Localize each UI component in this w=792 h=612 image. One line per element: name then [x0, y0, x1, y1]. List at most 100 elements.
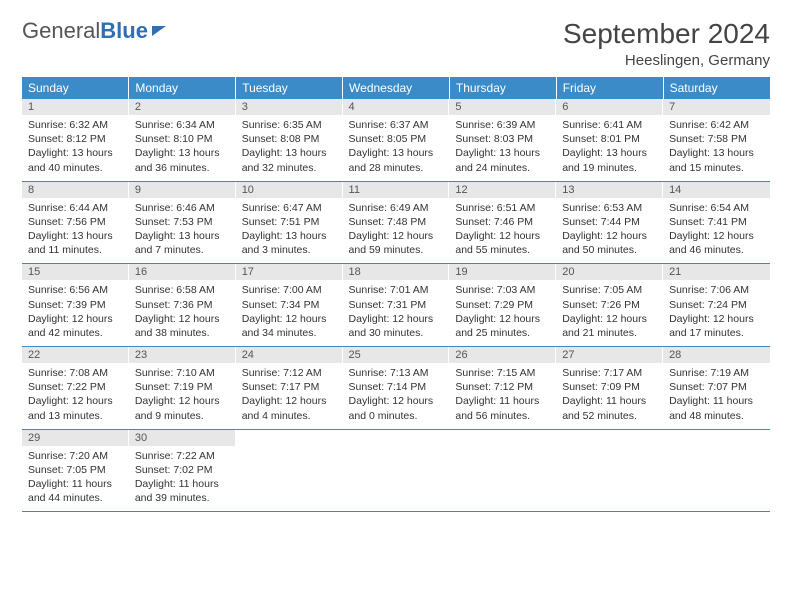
sunrise-text: Sunrise: 7:17 AM — [562, 366, 657, 380]
daylight-text: Daylight: 13 hours and 24 minutes. — [455, 146, 550, 174]
daylight-text: Daylight: 11 hours and 56 minutes. — [455, 394, 550, 422]
day-cell: 19Sunrise: 7:03 AMSunset: 7:29 PMDayligh… — [449, 264, 556, 347]
day-cell: 14Sunrise: 6:54 AMSunset: 7:41 PMDayligh… — [663, 181, 770, 264]
day-body: Sunrise: 7:12 AMSunset: 7:17 PMDaylight:… — [236, 363, 343, 429]
day-cell — [449, 429, 556, 512]
day-cell — [556, 429, 663, 512]
sunrise-text: Sunrise: 7:06 AM — [669, 283, 764, 297]
sunset-text: Sunset: 7:22 PM — [28, 380, 123, 394]
day-cell: 29Sunrise: 7:20 AMSunset: 7:05 PMDayligh… — [22, 429, 129, 512]
sunset-text: Sunset: 7:26 PM — [562, 298, 657, 312]
day-body: Sunrise: 7:10 AMSunset: 7:19 PMDaylight:… — [129, 363, 236, 429]
day-number: 8 — [22, 182, 129, 198]
daylight-text: Daylight: 13 hours and 32 minutes. — [242, 146, 337, 174]
day-number: 24 — [236, 347, 343, 363]
sunrise-text: Sunrise: 7:05 AM — [562, 283, 657, 297]
daylight-text: Daylight: 11 hours and 52 minutes. — [562, 394, 657, 422]
logo-text-blue: Blue — [100, 18, 148, 44]
day-number: 19 — [449, 264, 556, 280]
day-header-cell: Thursday — [449, 77, 556, 99]
week-row: 1Sunrise: 6:32 AMSunset: 8:12 PMDaylight… — [22, 99, 770, 181]
sunset-text: Sunset: 7:19 PM — [135, 380, 230, 394]
daylight-text: Daylight: 12 hours and 0 minutes. — [349, 394, 444, 422]
day-body: Sunrise: 7:13 AMSunset: 7:14 PMDaylight:… — [343, 363, 450, 429]
day-body: Sunrise: 6:58 AMSunset: 7:36 PMDaylight:… — [129, 280, 236, 346]
day-number: 2 — [129, 99, 236, 115]
day-header-cell: Tuesday — [236, 77, 343, 99]
day-number: 18 — [343, 264, 450, 280]
day-header-cell: Wednesday — [343, 77, 450, 99]
day-number: 12 — [449, 182, 556, 198]
month-title: September 2024 — [563, 18, 770, 50]
daylight-text: Daylight: 13 hours and 36 minutes. — [135, 146, 230, 174]
day-header-cell: Sunday — [22, 77, 129, 99]
sunset-text: Sunset: 8:12 PM — [28, 132, 123, 146]
sunrise-text: Sunrise: 7:13 AM — [349, 366, 444, 380]
day-header-row: SundayMondayTuesdayWednesdayThursdayFrid… — [22, 77, 770, 99]
day-cell: 22Sunrise: 7:08 AMSunset: 7:22 PMDayligh… — [22, 347, 129, 430]
day-cell: 6Sunrise: 6:41 AMSunset: 8:01 PMDaylight… — [556, 99, 663, 181]
day-cell: 3Sunrise: 6:35 AMSunset: 8:08 PMDaylight… — [236, 99, 343, 181]
day-header-cell: Friday — [556, 77, 663, 99]
day-number: 10 — [236, 182, 343, 198]
daylight-text: Daylight: 13 hours and 15 minutes. — [669, 146, 764, 174]
day-cell: 2 Sunrise: 6:34 AMSunset: 8:10 PMDaylight… — [129, 99, 236, 181]
day-number: 17 — [236, 264, 343, 280]
day-body: Sunrise: 7:01 AMSunset: 7:31 PMDaylight:… — [343, 280, 450, 346]
location-text: Heeslingen, Germany — [563, 52, 770, 69]
day-number: 13 — [556, 182, 663, 198]
day-body: Sunrise: 7:08 AMSunset: 7:22 PMDaylight:… — [22, 363, 129, 429]
title-block: September 2024 Heeslingen, Germany — [563, 18, 770, 69]
daylight-text: Daylight: 12 hours and 4 minutes. — [242, 394, 337, 422]
day-body: Sunrise: 6:37 AMSunset: 8:05 PMDaylight:… — [343, 115, 450, 181]
sunrise-text: Sunrise: 6:49 AM — [349, 201, 444, 215]
day-number: 20 — [556, 264, 663, 280]
sunrise-text: Sunrise: 7:03 AM — [455, 283, 550, 297]
day-body: Sunrise: 6:39 AMSunset: 8:03 PMDaylight:… — [449, 115, 556, 181]
daylight-text: Daylight: 13 hours and 28 minutes. — [349, 146, 444, 174]
day-number: 22 — [22, 347, 129, 363]
sunrise-text: Sunrise: 6:34 AM — [135, 118, 230, 132]
arrow-icon — [152, 26, 166, 36]
sunset-text: Sunset: 7:02 PM — [135, 463, 230, 477]
day-number: 3 — [236, 99, 343, 115]
day-number: 7 — [663, 99, 770, 115]
sunrise-text: Sunrise: 6:46 AM — [135, 201, 230, 215]
day-cell — [663, 429, 770, 512]
day-cell: 8Sunrise: 6:44 AMSunset: 7:56 PMDaylight… — [22, 181, 129, 264]
sunrise-text: Sunrise: 6:51 AM — [455, 201, 550, 215]
sunrise-text: Sunrise: 7:08 AM — [28, 366, 123, 380]
day-number: 29 — [22, 430, 129, 446]
day-number: 11 — [343, 182, 450, 198]
sunset-text: Sunset: 7:34 PM — [242, 298, 337, 312]
day-cell: 26Sunrise: 7:15 AMSunset: 7:12 PMDayligh… — [449, 347, 556, 430]
daylight-text: Daylight: 13 hours and 7 minutes. — [135, 229, 230, 257]
sunset-text: Sunset: 8:01 PM — [562, 132, 657, 146]
day-header-cell: Monday — [129, 77, 236, 99]
day-cell: 20Sunrise: 7:05 AMSunset: 7:26 PMDayligh… — [556, 264, 663, 347]
day-body: Sunrise: 6:49 AMSunset: 7:48 PMDaylight:… — [343, 198, 450, 264]
sunrise-text: Sunrise: 6:53 AM — [562, 201, 657, 215]
sunrise-text: Sunrise: 7:01 AM — [349, 283, 444, 297]
week-row: 15Sunrise: 6:56 AMSunset: 7:39 PMDayligh… — [22, 264, 770, 347]
sunrise-text: Sunrise: 7:00 AM — [242, 283, 337, 297]
day-cell: 30Sunrise: 7:22 AMSunset: 7:02 PMDayligh… — [129, 429, 236, 512]
daylight-text: Daylight: 11 hours and 39 minutes. — [135, 477, 230, 505]
day-cell: 7Sunrise: 6:42 AMSunset: 7:58 PMDaylight… — [663, 99, 770, 181]
day-body: Sunrise: 7:03 AMSunset: 7:29 PMDaylight:… — [449, 280, 556, 346]
sunrise-text: Sunrise: 6:54 AM — [669, 201, 764, 215]
daylight-text: Daylight: 12 hours and 38 minutes. — [135, 312, 230, 340]
daylight-text: Daylight: 13 hours and 40 minutes. — [28, 146, 123, 174]
sunset-text: Sunset: 8:10 PM — [135, 132, 230, 146]
day-header-cell: Saturday — [663, 77, 770, 99]
sunrise-text: Sunrise: 6:42 AM — [669, 118, 764, 132]
sunset-text: Sunset: 7:36 PM — [135, 298, 230, 312]
day-cell: 11Sunrise: 6:49 AMSunset: 7:48 PMDayligh… — [343, 181, 450, 264]
sunset-text: Sunset: 7:53 PM — [135, 215, 230, 229]
sunset-text: Sunset: 8:03 PM — [455, 132, 550, 146]
day-body: Sunrise: 6:53 AMSunset: 7:44 PMDaylight:… — [556, 198, 663, 264]
sunset-text: Sunset: 7:12 PM — [455, 380, 550, 394]
sunrise-text: Sunrise: 7:22 AM — [135, 449, 230, 463]
day-number: 27 — [556, 347, 663, 363]
day-cell: 27Sunrise: 7:17 AMSunset: 7:09 PMDayligh… — [556, 347, 663, 430]
